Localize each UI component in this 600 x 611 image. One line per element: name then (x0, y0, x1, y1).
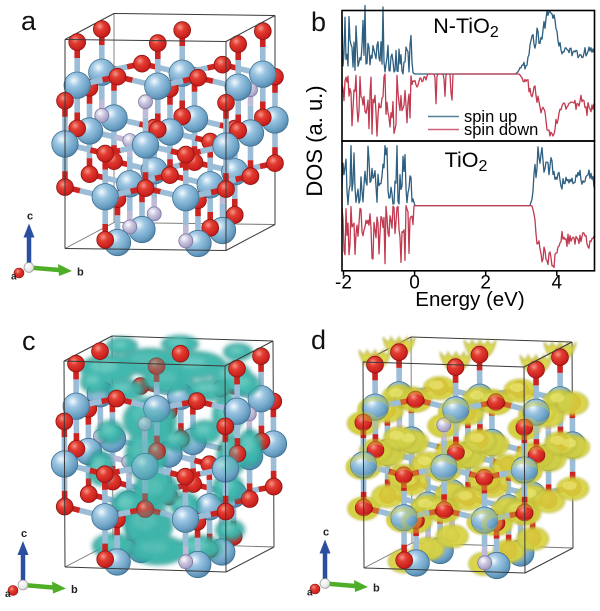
svg-text:c: c (27, 211, 33, 223)
svg-text:d: d (311, 325, 326, 355)
svg-text:Energy (eV): Energy (eV) (415, 288, 524, 311)
svg-text:b: b (71, 584, 78, 596)
svg-text:spin down: spin down (464, 121, 538, 139)
svg-text:N-TiO2: N-TiO2 (433, 14, 499, 41)
svg-text:a: a (11, 272, 17, 283)
svg-text:c: c (21, 528, 27, 540)
svg-text:a: a (307, 588, 313, 599)
svg-text:2: 2 (480, 272, 491, 293)
svg-text:0: 0 (409, 272, 420, 293)
svg-text:b: b (77, 267, 84, 279)
svg-text:c: c (323, 527, 329, 539)
svg-text:spin up: spin up (464, 108, 517, 126)
svg-text:a: a (21, 6, 37, 36)
svg-text:b: b (373, 583, 380, 595)
svg-text:c: c (22, 326, 36, 356)
svg-text:b: b (311, 7, 326, 37)
svg-text:4: 4 (552, 272, 563, 293)
svg-text:-2: -2 (335, 272, 352, 293)
svg-text:a: a (5, 589, 11, 600)
svg-text:DOS (a. u.): DOS (a. u.) (302, 85, 327, 196)
